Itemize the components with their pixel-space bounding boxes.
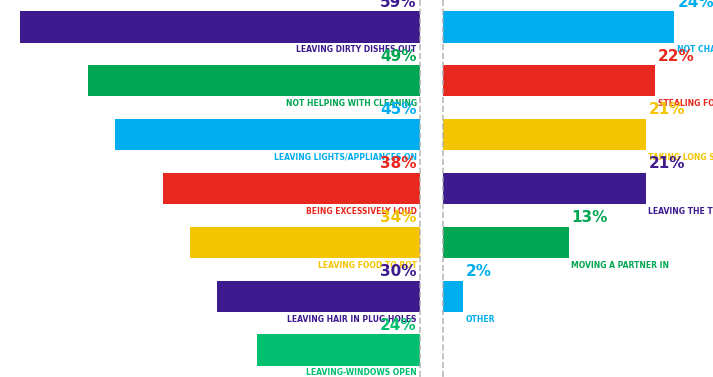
Text: LEAVING-WINDOWS OPEN: LEAVING-WINDOWS OPEN	[306, 368, 416, 377]
Bar	[163, 173, 420, 204]
Text: 34%: 34%	[380, 210, 416, 225]
Text: TAKING LONG SHOWERS: TAKING LONG SHOWERS	[648, 153, 713, 162]
Text: BEING EXCESSIVELY LOUD: BEING EXCESSIVELY LOUD	[306, 207, 416, 216]
Text: 21%: 21%	[648, 103, 685, 117]
Text: 30%: 30%	[380, 264, 416, 279]
Bar	[443, 173, 645, 204]
Text: 22%: 22%	[658, 49, 695, 64]
Text: 13%: 13%	[571, 210, 607, 225]
Text: LEAVING LIGHTS/APPLIANCES ON: LEAVING LIGHTS/APPLIANCES ON	[274, 153, 416, 162]
Text: LEAVING FOOD TO ROT: LEAVING FOOD TO ROT	[317, 261, 416, 270]
Bar	[190, 227, 420, 258]
Text: NOT HELPING WITH CLEANING: NOT HELPING WITH CLEANING	[286, 99, 416, 108]
Text: 24%: 24%	[677, 0, 713, 10]
Bar	[443, 119, 645, 150]
Text: 49%: 49%	[380, 49, 416, 64]
Text: LEAVING DIRTY DISHES OUT: LEAVING DIRTY DISHES OUT	[297, 45, 416, 54]
Text: OTHER: OTHER	[466, 314, 495, 323]
Bar	[443, 280, 463, 312]
Text: LEAVING THE TOILET SEAT UP: LEAVING THE TOILET SEAT UP	[648, 207, 713, 216]
Text: 45%: 45%	[380, 103, 416, 117]
Bar	[217, 280, 420, 312]
Bar	[116, 119, 420, 150]
Text: STEALING FOOD: STEALING FOOD	[658, 99, 713, 108]
Bar	[21, 11, 420, 43]
Bar	[443, 65, 655, 97]
Text: 24%: 24%	[380, 318, 416, 333]
Bar	[443, 11, 674, 43]
Text: MOVING A PARTNER IN: MOVING A PARTNER IN	[571, 261, 670, 270]
Text: 38%: 38%	[380, 156, 416, 171]
Text: LEAVING HAIR IN PLUG HOLES: LEAVING HAIR IN PLUG HOLES	[287, 314, 416, 323]
Text: NOT CHANGING LOO ROLL: NOT CHANGING LOO ROLL	[677, 45, 713, 54]
Text: 2%: 2%	[466, 264, 491, 279]
Bar	[443, 227, 568, 258]
Bar	[88, 65, 420, 97]
Text: 59%: 59%	[380, 0, 416, 10]
Bar	[257, 334, 420, 366]
Text: 21%: 21%	[648, 156, 685, 171]
